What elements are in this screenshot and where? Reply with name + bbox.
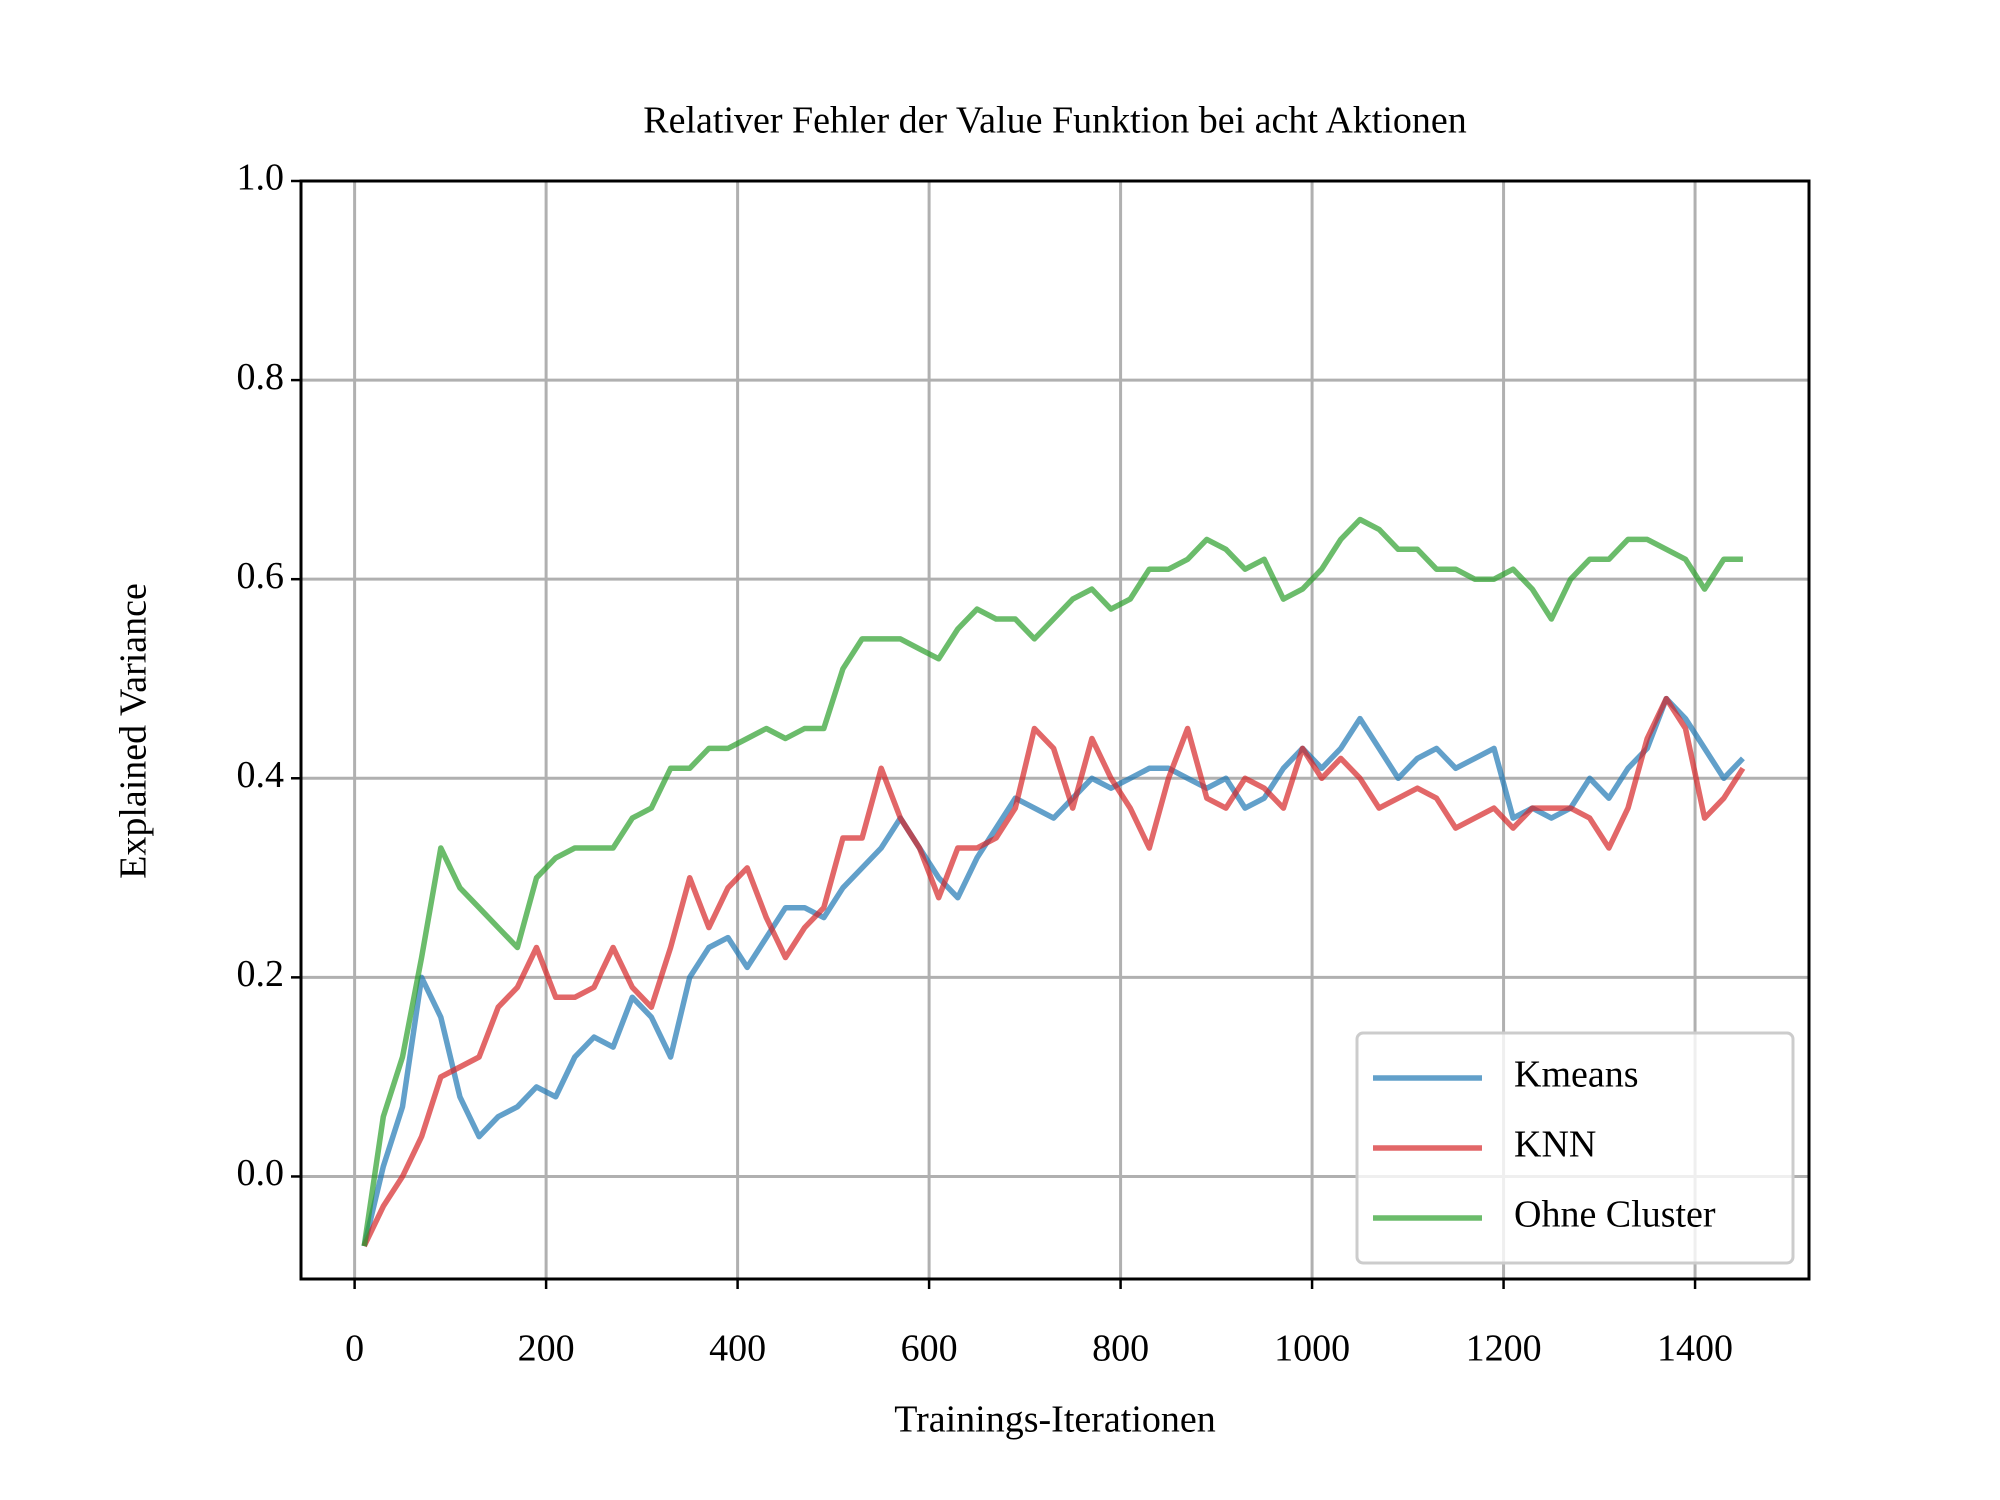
x-tick-label: 800 <box>1092 1328 1149 1370</box>
y-tick-label: 0.4 <box>237 754 285 796</box>
y-tick-label: 0.0 <box>237 1152 285 1194</box>
legend: Kmeans KNN Ohne Cluster <box>1355 1031 1795 1265</box>
data-line <box>361 695 1745 1247</box>
legend-box <box>1355 1031 1795 1265</box>
legend-label: KNN <box>1514 1124 1596 1166</box>
y-tick-label: 0.8 <box>237 356 285 398</box>
x-tick-label: 0 <box>345 1328 364 1370</box>
chart-title: Relativer Fehler der Value Funktion bei … <box>643 100 1467 142</box>
legend-label: Kmeans <box>1514 1054 1639 1096</box>
y-tick-label: 0.2 <box>237 953 285 995</box>
x-axis-label: Trainings-Iterationen <box>894 1399 1216 1441</box>
y-axis-label: Explained Variance <box>113 583 155 879</box>
x-tick-label: 1000 <box>1274 1328 1350 1370</box>
data-line <box>361 695 1746 1248</box>
x-tick-label: 600 <box>901 1328 958 1370</box>
x-tick-label: 1200 <box>1466 1328 1542 1370</box>
data-line <box>361 516 1743 1247</box>
legend-label: Ohne Cluster <box>1514 1194 1716 1236</box>
plot-frame <box>299 179 1811 1281</box>
x-tick-label: 200 <box>518 1328 575 1370</box>
x-tick-label: 400 <box>709 1328 766 1370</box>
y-tick-label: 1.0 <box>237 157 285 199</box>
y-tick-label: 0.6 <box>237 555 285 597</box>
x-tick-label: 1400 <box>1657 1328 1733 1370</box>
